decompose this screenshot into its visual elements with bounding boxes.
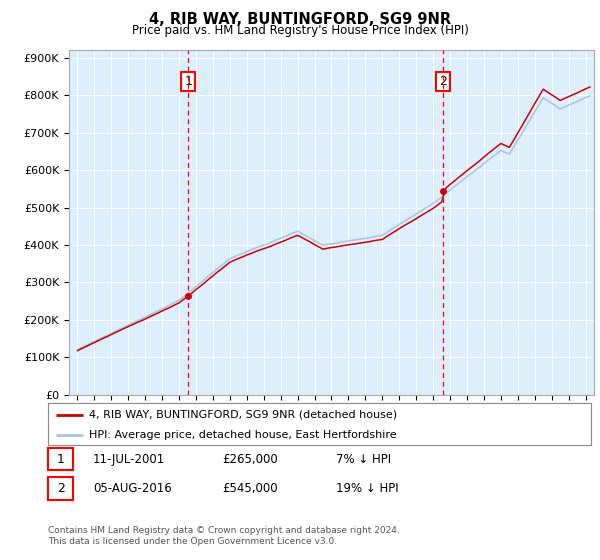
Text: 05-AUG-2016: 05-AUG-2016 — [93, 482, 172, 495]
Text: 2: 2 — [56, 482, 65, 495]
Text: Price paid vs. HM Land Registry's House Price Index (HPI): Price paid vs. HM Land Registry's House … — [131, 24, 469, 37]
Text: 2: 2 — [439, 75, 447, 88]
Text: Contains HM Land Registry data © Crown copyright and database right 2024.
This d: Contains HM Land Registry data © Crown c… — [48, 526, 400, 546]
Text: 4, RIB WAY, BUNTINGFORD, SG9 9NR (detached house): 4, RIB WAY, BUNTINGFORD, SG9 9NR (detach… — [89, 410, 397, 420]
Text: 11-JUL-2001: 11-JUL-2001 — [93, 452, 165, 466]
Text: £545,000: £545,000 — [222, 482, 278, 495]
Text: HPI: Average price, detached house, East Hertfordshire: HPI: Average price, detached house, East… — [89, 430, 397, 440]
Text: 4, RIB WAY, BUNTINGFORD, SG9 9NR: 4, RIB WAY, BUNTINGFORD, SG9 9NR — [149, 12, 451, 27]
Text: 19% ↓ HPI: 19% ↓ HPI — [336, 482, 398, 495]
Text: 7% ↓ HPI: 7% ↓ HPI — [336, 452, 391, 466]
Text: 1: 1 — [184, 75, 192, 88]
Text: £265,000: £265,000 — [222, 452, 278, 466]
Text: 1: 1 — [56, 452, 65, 466]
